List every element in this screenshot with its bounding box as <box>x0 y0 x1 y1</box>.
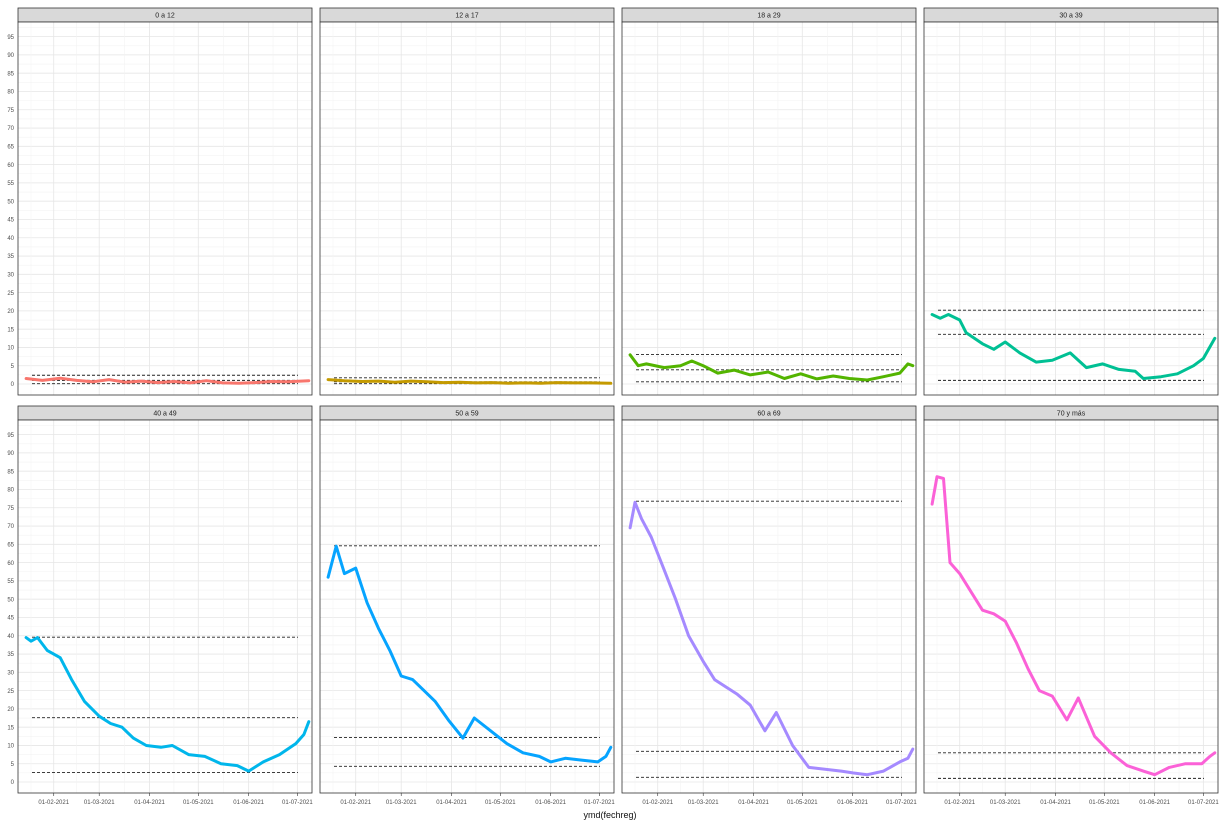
y-tick-label: 95 <box>7 433 14 439</box>
series-line <box>628 353 915 382</box>
x-tick-label: 01-02-2021 <box>340 800 371 806</box>
y-tick-label: 10 <box>7 346 14 352</box>
panel-background <box>18 420 312 793</box>
x-tick-label: 01-02-2021 <box>642 800 673 806</box>
x-tick-label: 01-04-2021 <box>134 800 165 806</box>
y-tick-label: 20 <box>7 309 14 315</box>
panel-border <box>319 21 615 396</box>
facet-strip-label: 60 a 69 <box>757 411 780 418</box>
y-tick-label: 45 <box>7 616 14 622</box>
x-tick-label: 01-06-2021 <box>535 800 566 806</box>
x-tick-label: 01-07-2021 <box>886 800 917 806</box>
panel-border <box>621 419 917 794</box>
y-tick-label: 80 <box>7 488 14 494</box>
y-tick-label: 75 <box>7 506 14 512</box>
y-tick-label: 50 <box>7 199 14 205</box>
panel-border <box>17 419 313 794</box>
y-tick-label: 80 <box>7 90 14 96</box>
y-tick-label: 25 <box>7 689 14 695</box>
facet-strip-label: 40 a 49 <box>153 411 176 418</box>
x-tick-label: 01-03-2021 <box>84 800 115 806</box>
x-tick-label: 01-05-2021 <box>183 800 214 806</box>
y-tick-label: 40 <box>7 236 14 242</box>
series-line <box>24 636 311 773</box>
panel-border <box>621 21 917 396</box>
y-tick-label: 40 <box>7 634 14 640</box>
facet-strip-label: 18 a 29 <box>757 13 780 20</box>
y-tick-label: 35 <box>7 652 14 658</box>
facet-strip-label: 70 y más <box>1057 411 1086 418</box>
x-tick-label: 01-04-2021 <box>436 800 467 806</box>
x-tick-label: 01-04-2021 <box>1040 800 1071 806</box>
series-line <box>24 376 311 385</box>
y-tick-label: 45 <box>7 218 14 224</box>
x-tick-label: 01-04-2021 <box>738 800 769 806</box>
y-tick-label: 30 <box>7 671 14 677</box>
y-tick-label: 65 <box>7 543 14 549</box>
facet-strip-label: 0 a 12 <box>155 13 175 20</box>
y-tick-label: 85 <box>7 71 14 77</box>
panel-background <box>622 22 916 395</box>
x-tick-label: 01-05-2021 <box>1089 800 1120 806</box>
panel-border <box>319 419 615 794</box>
series-line <box>930 475 1217 777</box>
panel-background <box>320 22 614 395</box>
y-tick-label: 35 <box>7 254 14 260</box>
y-tick-label: 15 <box>7 327 14 333</box>
x-tick-label: 01-05-2021 <box>485 800 516 806</box>
y-tick-label: 95 <box>7 35 14 41</box>
y-tick-label: 0 <box>11 780 15 786</box>
x-tick-label: 01-07-2021 <box>282 800 313 806</box>
x-tick-label: 01-03-2021 <box>990 800 1021 806</box>
x-tick-label: 01-05-2021 <box>787 800 818 806</box>
panel-background <box>622 420 916 793</box>
y-tick-label: 70 <box>7 524 14 530</box>
series-line <box>326 378 613 385</box>
x-tick-label: 01-06-2021 <box>233 800 264 806</box>
x-tick-label: 01-02-2021 <box>944 800 975 806</box>
panel-border <box>923 419 1219 794</box>
y-tick-label: 90 <box>7 53 14 59</box>
x-axis-title: ymd(fechreg) <box>583 810 637 820</box>
panel-background <box>924 420 1218 793</box>
facet-strip-label: 12 a 17 <box>455 13 478 20</box>
panel-border <box>17 21 313 396</box>
y-tick-label: 20 <box>7 707 14 713</box>
y-tick-label: 0 <box>11 382 15 388</box>
series-line <box>326 544 613 764</box>
y-tick-label: 60 <box>7 163 14 169</box>
facet-strip-label: 30 a 39 <box>1059 13 1082 20</box>
y-tick-label: 65 <box>7 145 14 151</box>
y-tick-label: 70 <box>7 126 14 132</box>
series-line <box>628 500 915 777</box>
x-tick-label: 01-06-2021 <box>837 800 868 806</box>
y-tick-label: 55 <box>7 579 14 585</box>
y-tick-label: 90 <box>7 451 14 457</box>
x-tick-label: 01-02-2021 <box>38 800 69 806</box>
y-tick-label: 15 <box>7 725 14 731</box>
panel-background <box>18 22 312 395</box>
y-tick-label: 75 <box>7 108 14 114</box>
x-tick-label: 01-07-2021 <box>584 800 615 806</box>
y-tick-label: 5 <box>11 364 15 370</box>
x-tick-label: 01-07-2021 <box>1188 800 1219 806</box>
series-line <box>930 313 1217 380</box>
y-tick-label: 30 <box>7 273 14 279</box>
y-tick-label: 5 <box>11 762 15 768</box>
y-tick-label: 85 <box>7 469 14 475</box>
y-tick-label: 10 <box>7 744 14 750</box>
y-tick-label: 25 <box>7 291 14 297</box>
y-tick-label: 50 <box>7 597 14 603</box>
panel-border <box>923 21 1219 396</box>
x-tick-label: 01-06-2021 <box>1139 800 1170 806</box>
y-tick-label: 60 <box>7 561 14 567</box>
y-tick-label: 55 <box>7 181 14 187</box>
x-tick-label: 01-03-2021 <box>386 800 417 806</box>
x-tick-label: 01-03-2021 <box>688 800 719 806</box>
facet-strip-label: 50 a 59 <box>455 411 478 418</box>
panel-background <box>924 22 1218 395</box>
